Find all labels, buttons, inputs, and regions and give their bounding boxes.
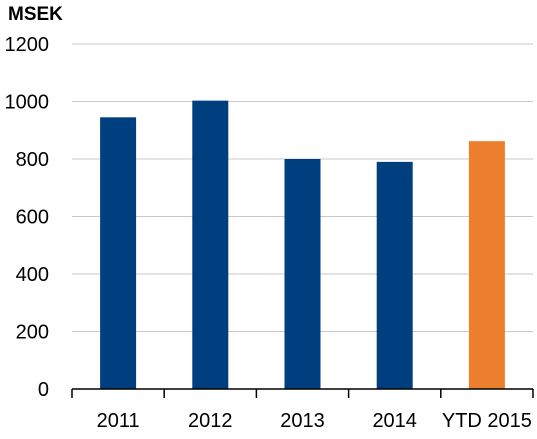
x-category-label: 2013 — [280, 410, 325, 432]
bar-2012 — [192, 100, 229, 389]
y-axis-unit-label: MSEK — [8, 4, 63, 25]
x-category-label: YTD 2015 — [442, 410, 532, 432]
y-tick-label: 400 — [16, 264, 49, 286]
x-category-label: 2012 — [188, 410, 233, 432]
y-tick-label: 1000 — [5, 92, 50, 114]
bar-2013 — [284, 159, 321, 389]
x-category-label: 2014 — [372, 410, 417, 432]
bar-2011 — [100, 117, 137, 389]
y-tick-label: 0 — [38, 379, 49, 401]
x-category-label: 2011 — [97, 410, 140, 432]
y-tick-label: 600 — [16, 207, 49, 229]
bar-ytd-2015 — [468, 141, 505, 389]
bar-2014 — [376, 161, 413, 389]
y-tick-label: 1200 — [5, 34, 50, 56]
y-tick-label: 800 — [16, 149, 49, 171]
y-tick-label: 200 — [16, 322, 49, 344]
